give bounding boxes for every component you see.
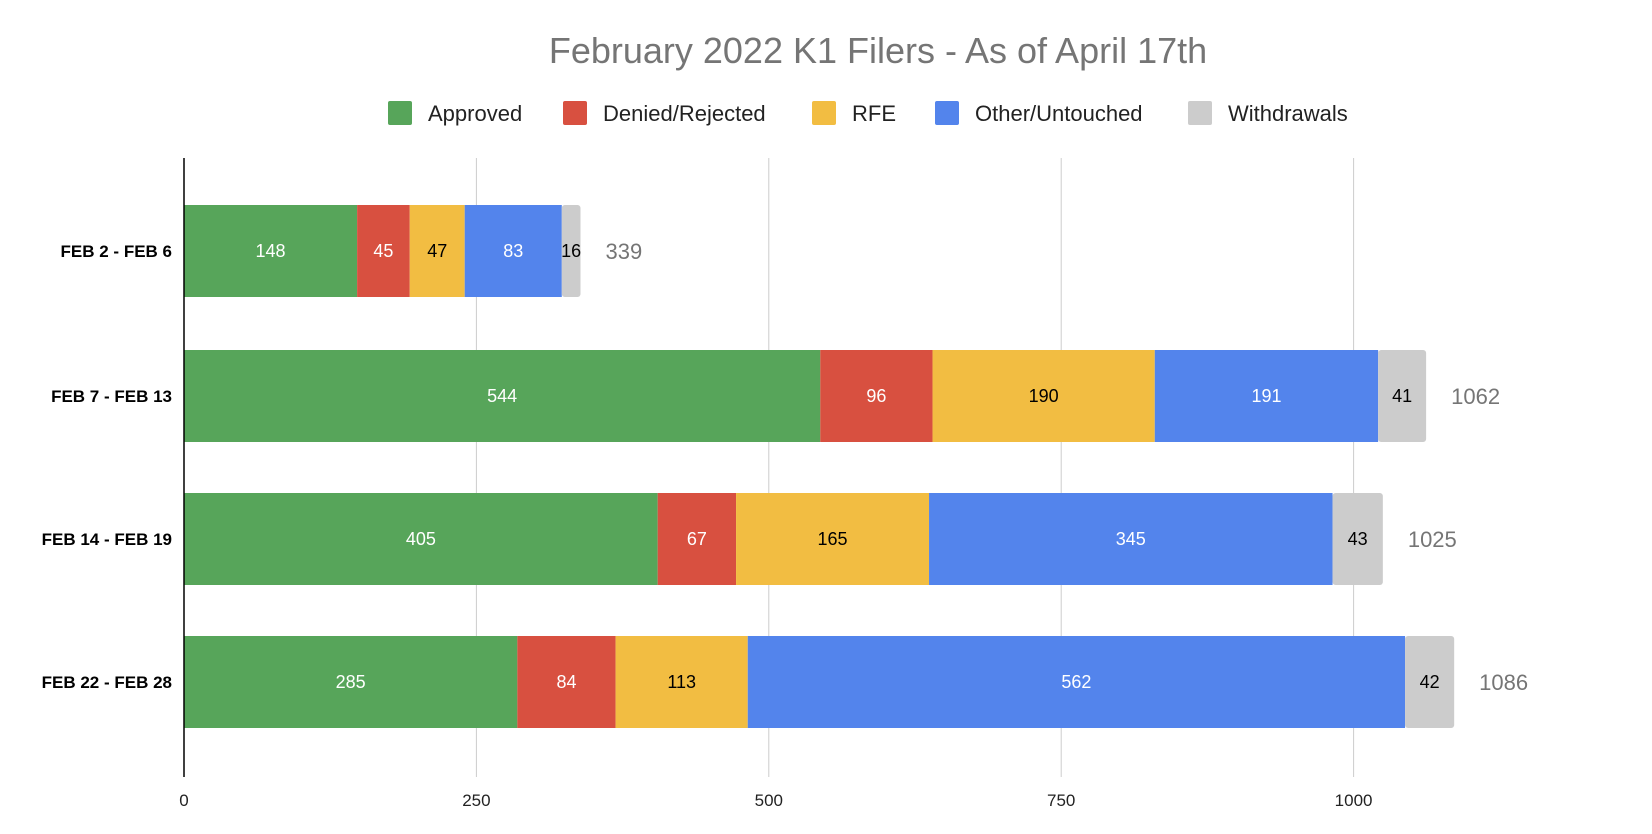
legend-label-other-untouched: Other/Untouched (975, 101, 1143, 126)
bar-other-untouched-feb-22-feb-28 (747, 636, 1406, 728)
data-label-rfe-feb-7-feb-13: 190 (1029, 386, 1059, 406)
bar-approved-feb-7-feb-13 (184, 350, 821, 442)
data-label-withdrawals-feb-22-feb-28: 42 (1420, 672, 1440, 692)
y-tick-label-feb-22-feb-28: FEB 22 - FEB 28 (42, 673, 172, 692)
data-label-other-untouched-feb-22-feb-28: 562 (1061, 672, 1091, 692)
bar-approved-feb-22-feb-28 (184, 636, 518, 728)
data-label-denied-rejected-feb-7-feb-13: 96 (866, 386, 886, 406)
legend-swatch-withdrawals (1188, 101, 1212, 125)
bar-group-feb-22-feb-28: 285 84 113 562 42 1086 (184, 636, 1528, 728)
legend-item-denied-rejected: Denied/Rejected (563, 101, 766, 126)
bar-group-feb-2-feb-6: 148 45 47 83 16 339 (184, 205, 642, 297)
legend-swatch-rfe (812, 101, 836, 125)
axes: 0 250 500 750 1000 FEB 2 - FEB 6 FEB 7 - FEB 1… (42, 158, 1373, 810)
data-label-rfe-feb-14-feb-19: 165 (818, 529, 848, 549)
data-label-withdrawals-feb-14-feb-19: 43 (1348, 529, 1368, 549)
legend-swatch-approved (388, 101, 412, 125)
legend-item-other-untouched: Other/Untouched (935, 101, 1143, 126)
bar-withdrawals-feb-14-feb-19 (1332, 493, 1383, 585)
data-label-denied-rejected-feb-22-feb-28: 84 (556, 672, 576, 692)
chart-title: February 2022 K1 Filers - As of April 17… (549, 30, 1207, 71)
data-label-rfe-feb-2-feb-6: 47 (427, 241, 447, 261)
data-label-other-untouched-feb-7-feb-13: 191 (1251, 386, 1281, 406)
bar-withdrawals-feb-7-feb-13 (1378, 350, 1427, 442)
total-label-feb-22-feb-28: 1086 (1479, 670, 1528, 695)
data-label-withdrawals-feb-2-feb-6: 16 (561, 241, 581, 261)
x-tick-label-250: 250 (462, 791, 490, 810)
bar-withdrawals-feb-22-feb-28 (1405, 636, 1455, 728)
bar-group-feb-7-feb-13: 544 96 190 191 41 1062 (184, 350, 1500, 442)
y-tick-label-feb-2-feb-6: FEB 2 - FEB 6 (61, 242, 172, 261)
bar-rfe-feb-7-feb-13 (932, 350, 1155, 442)
bar-denied-rejected-feb-14-feb-19 (657, 493, 737, 585)
legend-item-approved: Approved (388, 101, 522, 126)
data-label-rfe-feb-22-feb-28: 113 (667, 672, 696, 692)
total-label-feb-14-feb-19: 1025 (1408, 527, 1457, 552)
y-tick-label-feb-7-feb-13: FEB 7 - FEB 13 (51, 387, 172, 406)
total-label-feb-2-feb-6: 339 (605, 239, 642, 264)
bar-other-untouched-feb-2-feb-6 (464, 205, 562, 297)
legend: Approved Denied/Rejected RFE Other/Untouche… (388, 101, 1348, 126)
legend-item-rfe: RFE (812, 101, 896, 126)
data-label-denied-rejected-feb-2-feb-6: 45 (373, 241, 393, 261)
data-label-other-untouched-feb-14-feb-19: 345 (1116, 529, 1146, 549)
legend-swatch-denied-rejected (563, 101, 587, 125)
y-tick-label-feb-14-feb-19: FEB 14 - FEB 19 (42, 530, 172, 549)
data-label-withdrawals-feb-7-feb-13: 41 (1392, 386, 1412, 406)
legend-label-denied-rejected: Denied/Rejected (603, 101, 766, 126)
data-label-approved-feb-7-feb-13: 544 (487, 386, 517, 406)
bar-rfe-feb-22-feb-28 (615, 636, 748, 728)
bar-denied-rejected-feb-7-feb-13 (820, 350, 933, 442)
x-tick-label-1000: 1000 (1335, 791, 1373, 810)
data-label-approved-feb-22-feb-28: 285 (336, 672, 366, 692)
data-label-approved-feb-14-feb-19: 405 (406, 529, 436, 549)
bar-approved-feb-2-feb-6 (184, 205, 358, 297)
x-tick-label-0: 0 (179, 791, 188, 810)
data-label-approved-feb-2-feb-6: 148 (256, 241, 286, 261)
legend-label-withdrawals: Withdrawals (1228, 101, 1348, 126)
x-tick-label-750: 750 (1047, 791, 1075, 810)
bar-withdrawals-feb-2-feb-6 (561, 205, 581, 297)
bar-rfe-feb-14-feb-19 (736, 493, 930, 585)
legend-label-approved: Approved (428, 101, 522, 126)
bar-group-feb-14-feb-19: 405 67 165 345 43 1025 (184, 493, 1457, 585)
bar-denied-rejected-feb-2-feb-6 (357, 205, 410, 297)
data-label-other-untouched-feb-2-feb-6: 83 (503, 241, 523, 261)
bar-denied-rejected-feb-22-feb-28 (517, 636, 616, 728)
data-label-denied-rejected-feb-14-feb-19: 67 (687, 529, 707, 549)
legend-label-rfe: RFE (852, 101, 896, 126)
legend-item-withdrawals: Withdrawals (1188, 101, 1348, 126)
bar-rfe-feb-2-feb-6 (409, 205, 465, 297)
bars: 148 45 47 83 16 339 544 96 190 191 41 1062 405 67 165 3… (184, 205, 1528, 728)
total-label-feb-7-feb-13: 1062 (1451, 384, 1500, 409)
legend-swatch-other-untouched (935, 101, 959, 125)
bar-other-untouched-feb-14-feb-19 (929, 493, 1333, 585)
bar-other-untouched-feb-7-feb-13 (1154, 350, 1379, 442)
bar-approved-feb-14-feb-19 (184, 493, 658, 585)
x-tick-label-500: 500 (755, 791, 783, 810)
